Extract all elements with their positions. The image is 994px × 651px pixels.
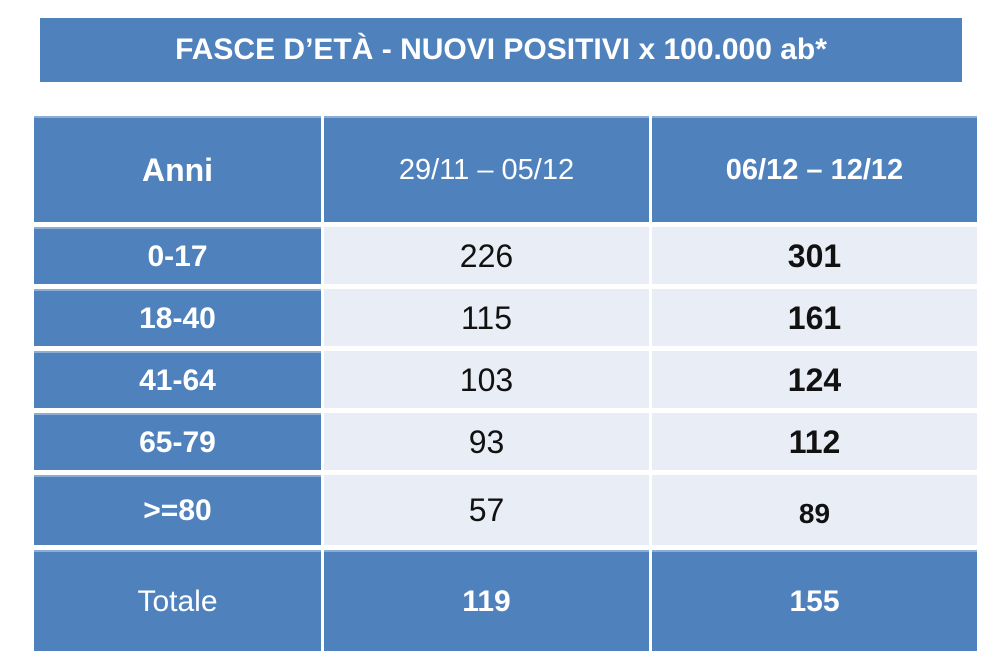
page-title: FASCE D’ETÀ - NUOVI POSITIVI x 100.000 a…: [175, 33, 827, 66]
table-row-18-40: 18-40 115 161: [34, 289, 977, 346]
total-label-cell: Totale: [34, 550, 321, 651]
column-header-anni: Anni: [34, 116, 321, 222]
age-cell: 0-17: [34, 227, 321, 284]
age-cell: >=80: [34, 475, 321, 545]
table-header-row: Anni 29/11 – 05/12 06/12 – 12/12: [34, 116, 977, 222]
week2-cell: 161: [652, 289, 977, 346]
table-row-41-64: 41-64 103 124: [34, 351, 977, 408]
week1-cell: 226: [324, 227, 649, 284]
table-row-65-79: 65-79 93 112: [34, 413, 977, 470]
table-row-0-17: 0-17 226 301: [34, 227, 977, 284]
week2-cell: 301: [652, 227, 977, 284]
table-row-80plus: >=80 57 89: [34, 475, 977, 545]
table-total-row: Totale 119 155: [34, 550, 977, 651]
age-groups-table: Anni 29/11 – 05/12 06/12 – 12/12 0-17 22…: [34, 116, 977, 651]
age-cell: 41-64: [34, 351, 321, 408]
total-week1-cell: 119: [324, 550, 649, 651]
week1-cell: 115: [324, 289, 649, 346]
week1-cell: 57: [324, 475, 649, 545]
column-header-week2: 06/12 – 12/12: [652, 116, 977, 222]
week1-cell: 103: [324, 351, 649, 408]
week2-cell: 112: [652, 413, 977, 470]
column-header-week1: 29/11 – 05/12: [324, 116, 649, 222]
title-banner: FASCE D’ETÀ - NUOVI POSITIVI x 100.000 a…: [40, 18, 962, 82]
age-cell: 18-40: [34, 289, 321, 346]
week2-cell: 89: [652, 475, 977, 545]
week2-cell: 124: [652, 351, 977, 408]
week1-cell: 93: [324, 413, 649, 470]
age-cell: 65-79: [34, 413, 321, 470]
total-week2-cell: 155: [652, 550, 977, 651]
